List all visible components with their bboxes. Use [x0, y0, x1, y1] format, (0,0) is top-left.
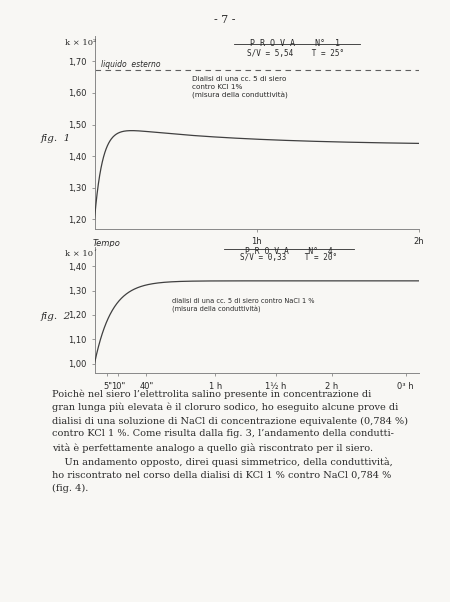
- Text: liquido  esterno: liquido esterno: [101, 60, 161, 69]
- Text: - 7 -: - 7 -: [214, 15, 236, 25]
- Text: P R O V A    N°  1: P R O V A N° 1: [250, 39, 340, 48]
- Text: Poichè nel siero l’elettrolita salino presente in concentrazione di
gran lunga p: Poichè nel siero l’elettrolita salino pr…: [52, 389, 408, 492]
- Text: dialisi di una cc. 5 di siero contro NaCl 1 %
(misura della conduttività): dialisi di una cc. 5 di siero contro NaC…: [172, 298, 315, 312]
- Text: Dialisi di una cc. 5 di siero
contro KCl 1%
(misura della conduttività): Dialisi di una cc. 5 di siero contro KCl…: [192, 76, 288, 99]
- Text: fig.  2: fig. 2: [40, 312, 71, 320]
- Text: S/V = 5,54    T = 25°: S/V = 5,54 T = 25°: [247, 49, 344, 58]
- Text: Tempo: Tempo: [93, 240, 121, 249]
- Text: k × 10´: k × 10´: [65, 250, 98, 258]
- Text: fig.  1: fig. 1: [40, 134, 71, 143]
- Text: k × 10²: k × 10²: [65, 39, 96, 47]
- Text: S/V = 0,33    T = 20°: S/V = 0,33 T = 20°: [240, 253, 338, 262]
- Text: P R O V A    N°  4: P R O V A N° 4: [245, 247, 333, 256]
